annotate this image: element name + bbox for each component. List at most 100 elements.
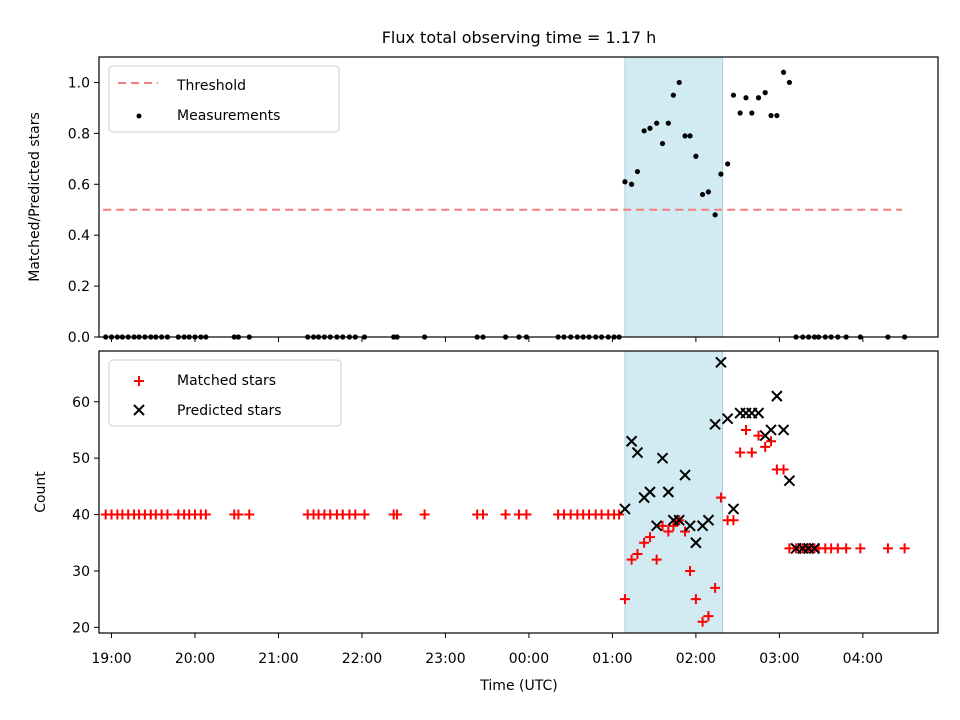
matched-star-point bbox=[162, 509, 173, 520]
predicted-star-point bbox=[662, 486, 675, 498]
matched-star-point bbox=[657, 520, 668, 531]
predicted-star-point bbox=[684, 520, 696, 532]
measurement-point bbox=[699, 191, 706, 198]
measurement-point bbox=[687, 133, 693, 139]
matched-star-point bbox=[639, 537, 650, 548]
matched-star-point bbox=[760, 441, 771, 452]
top-legend-box bbox=[108, 65, 340, 133]
legend-threshold-label: Threshold bbox=[176, 78, 246, 94]
matched-star-point bbox=[855, 543, 866, 554]
top-panel: 0.0 0.2 0.4 0.6 0.8 1.0 Matched/Predicted sta… bbox=[27, 56, 939, 346]
bottom-axes-frame bbox=[98, 350, 939, 634]
matched-star-point bbox=[244, 509, 255, 520]
x-tick-label: 21:00 bbox=[258, 651, 298, 667]
y-tick-label: 0.0 bbox=[68, 330, 90, 346]
matched-star-point bbox=[882, 543, 893, 554]
predicted-star-point bbox=[690, 537, 702, 549]
matched-star-point bbox=[350, 509, 361, 520]
y-tick-label: 0.2 bbox=[68, 279, 90, 295]
matched-star-point bbox=[626, 554, 637, 565]
measurement-point bbox=[654, 120, 660, 126]
matched-star-point bbox=[233, 509, 244, 520]
matched-star-point bbox=[419, 509, 430, 520]
measurement-point bbox=[641, 128, 647, 134]
x-axis-label: Time (UTC) bbox=[479, 678, 557, 694]
predicted-star-point bbox=[783, 475, 796, 487]
bottom-y-axis-label: Count bbox=[33, 471, 49, 513]
measurement-point bbox=[780, 69, 787, 75]
measurement-point bbox=[743, 95, 749, 101]
legend-matched-label: Matched stars bbox=[177, 373, 276, 389]
x-tick-label: 00:00 bbox=[509, 651, 549, 667]
matched-star-point bbox=[478, 509, 489, 520]
measurement-point bbox=[730, 92, 737, 98]
measurement-point bbox=[670, 92, 676, 98]
predicted-star-point bbox=[702, 514, 715, 526]
matched-star-point bbox=[651, 554, 662, 565]
matched-star-point bbox=[200, 509, 211, 520]
top-y-ticks: 0.0 0.2 0.4 0.6 0.8 1.0 bbox=[68, 75, 99, 346]
matched-star-point bbox=[832, 543, 843, 554]
x-tick-label: 02:00 bbox=[676, 651, 716, 667]
predicted-star-point bbox=[765, 424, 777, 436]
matched-star-point bbox=[899, 543, 910, 554]
matched-stars-points bbox=[100, 424, 910, 627]
measurement-point bbox=[768, 112, 774, 119]
matched-star-point bbox=[710, 582, 721, 593]
predicted-star-point bbox=[679, 469, 691, 481]
top-shaded-band bbox=[624, 56, 724, 338]
matched-star-point bbox=[778, 464, 789, 475]
matched-star-point bbox=[644, 532, 655, 543]
matched-star-point bbox=[728, 515, 739, 526]
measurement-point bbox=[725, 161, 731, 167]
predicted-star-point bbox=[715, 356, 727, 368]
measurement-point bbox=[693, 153, 699, 159]
bottom-legend-box bbox=[108, 359, 342, 427]
predicted-star-point bbox=[727, 503, 740, 515]
matched-star-point bbox=[697, 616, 708, 627]
matched-star-point bbox=[500, 509, 511, 520]
measurement-point bbox=[647, 125, 653, 131]
y-tick-label: 1.0 bbox=[68, 75, 90, 91]
predicted-star-point bbox=[721, 412, 734, 425]
matched-star-point bbox=[521, 509, 532, 520]
measurement-point bbox=[705, 189, 712, 195]
measurement-point bbox=[718, 171, 724, 177]
matched-star-point bbox=[663, 526, 674, 537]
matched-star-point bbox=[715, 492, 726, 503]
predicted-stars-points bbox=[619, 356, 821, 555]
x-tick-label: 23:00 bbox=[425, 651, 465, 667]
predicted-star-point bbox=[673, 514, 685, 526]
matched-star-point bbox=[685, 565, 696, 576]
bottom-x-ticks: 19:00 20:00 21:00 22:00 23:00 00:00 01:00 02:00… bbox=[91, 633, 883, 667]
matched-star-point bbox=[690, 594, 701, 605]
bottom-y-ticks: 20 30 40 50 60 bbox=[72, 395, 99, 636]
legend-measurements-label: Measurements bbox=[177, 108, 280, 124]
y-tick-label: 0.6 bbox=[68, 177, 90, 193]
x-tick-label: 04:00 bbox=[843, 651, 883, 667]
predicted-star-point bbox=[631, 446, 644, 459]
y-tick-label: 30 bbox=[72, 564, 90, 580]
x-tick-label: 01:00 bbox=[592, 651, 632, 667]
top-y-axis-label: Matched/Predicted stars bbox=[27, 112, 43, 282]
measurement-point bbox=[665, 120, 671, 126]
measurement-point bbox=[712, 212, 718, 218]
measurement-point bbox=[774, 112, 780, 119]
x-tick-label: 03:00 bbox=[759, 651, 799, 667]
x-tick-label: 20:00 bbox=[175, 651, 215, 667]
matched-star-point bbox=[632, 549, 643, 560]
legend-predicted-swatch bbox=[133, 404, 145, 416]
x-tick-label: 19:00 bbox=[91, 651, 131, 667]
matched-star-point bbox=[392, 509, 403, 520]
bottom-panel: 20 30 40 50 60 19:00 20:00 21:00 22:00 23:00 00:0… bbox=[33, 350, 939, 694]
top-axes-frame bbox=[98, 56, 939, 338]
top-x-ticks bbox=[111, 337, 864, 342]
measurement-point bbox=[622, 179, 628, 185]
predicted-star-point bbox=[808, 542, 821, 555]
measurement-point bbox=[659, 140, 666, 147]
matched-star-point bbox=[680, 526, 691, 537]
matched-star-point bbox=[614, 509, 625, 520]
matched-star-point bbox=[735, 447, 746, 458]
matched-star-point bbox=[841, 543, 852, 554]
